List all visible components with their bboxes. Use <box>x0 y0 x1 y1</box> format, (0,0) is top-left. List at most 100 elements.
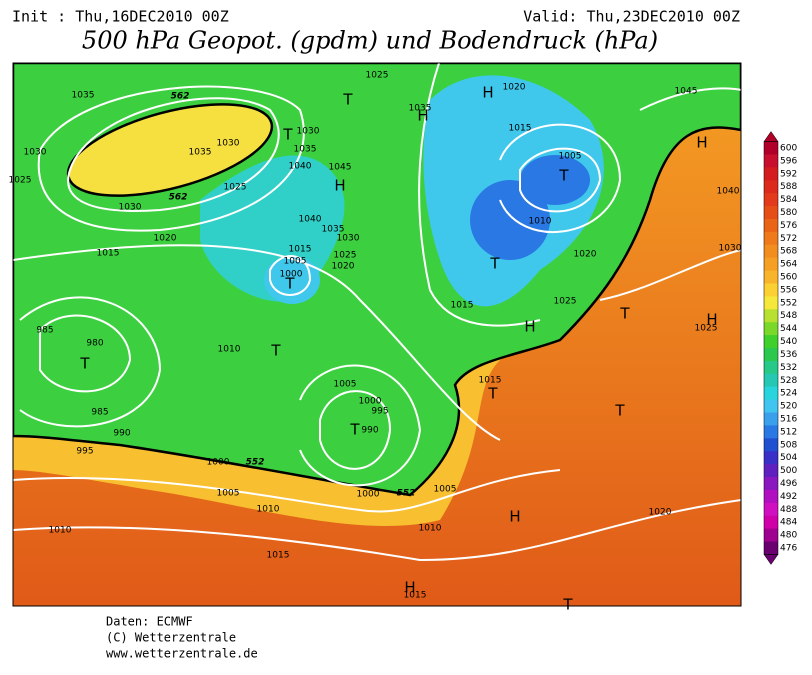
isobar-label: 1010 <box>529 217 552 227</box>
colorbar-swatch <box>764 373 778 388</box>
colorbar: 600 596 592 588 584 580 576 572 568 564 560 556 552 5… <box>763 131 797 565</box>
colorbar-label: 568 <box>780 247 797 257</box>
colorbar-label: 548 <box>780 311 797 321</box>
isobar-label: 985 <box>91 408 108 418</box>
colorbar-label: 528 <box>780 376 797 386</box>
isobar-label: 1030 <box>24 148 47 158</box>
colorbar-swatch <box>764 296 778 310</box>
colorbar-label: 596 <box>780 156 797 166</box>
isobar-label: 1020 <box>332 262 355 272</box>
geopotential-label: 552 <box>246 458 265 468</box>
colorbar-swatch <box>764 218 778 233</box>
colorbar-swatch <box>764 257 778 272</box>
colorbar-swatch <box>764 283 778 297</box>
geopotential-label: 562 <box>171 92 190 102</box>
isobar-label: 1040 <box>717 187 740 197</box>
pressure-center: T <box>487 385 498 403</box>
colorbar-label: 516 <box>780 414 797 424</box>
isobar-label: 1040 <box>289 162 312 172</box>
isobar-label: 1025 <box>224 183 247 193</box>
pressure-center: T <box>284 275 295 293</box>
isobar-label: 1025 <box>366 71 389 81</box>
colorbar-label: 576 <box>780 221 797 231</box>
pressure-center: T <box>270 342 281 360</box>
colorbar-label: 492 <box>780 492 797 502</box>
pressure-center: T <box>349 421 360 439</box>
colorbar-label: 544 <box>780 324 797 334</box>
low-core <box>520 155 590 205</box>
isobar-label: 1015 <box>479 376 502 386</box>
isobar-label: 1015 <box>267 551 290 561</box>
isobar-label: 1000 <box>357 490 380 500</box>
colorbar-swatch <box>764 167 778 181</box>
colorbar-label: 592 <box>780 169 797 179</box>
colorbar-swatch <box>764 528 778 543</box>
colorbar-label: 552 <box>780 298 797 308</box>
colorbar-swatch <box>764 141 778 155</box>
pressure-center: H <box>482 84 493 102</box>
colorbar-label: 488 <box>780 505 797 515</box>
isobar-label: 1025 <box>695 324 718 334</box>
isobar-label: 1000 <box>207 458 230 468</box>
colorbar-label: 584 <box>780 195 797 205</box>
colorbar-label: 580 <box>780 208 797 218</box>
colorbar-swatch <box>764 477 778 491</box>
isobar-label: 1010 <box>218 345 241 355</box>
colorbar-label: 504 <box>780 453 797 463</box>
copyright: (C) Wetterzentrale <box>106 631 236 645</box>
colorbar-swatch <box>764 412 778 426</box>
isobar-label: 1030 <box>119 203 142 213</box>
isobar-label: 1035 <box>409 104 432 114</box>
colorbar-swatch <box>764 154 778 168</box>
colorbar-label: 532 <box>780 363 797 373</box>
pressure-center: H <box>524 318 535 336</box>
colorbar-swatch <box>764 425 778 439</box>
colorbar-swatch <box>764 386 778 401</box>
isobar-label: 1035 <box>189 148 212 158</box>
colorbar-label: 540 <box>780 337 797 347</box>
pressure-center: T <box>282 126 293 144</box>
isobar-label: 1000 <box>280 270 303 280</box>
isobar-label: 1020 <box>649 508 672 518</box>
colorbar-swatch <box>764 335 778 349</box>
isobar-label: 990 <box>361 426 378 436</box>
colorbar-swatch <box>764 348 778 362</box>
colorbar-label: 556 <box>780 285 797 295</box>
isobar-label: 985 <box>36 326 53 336</box>
pressure-center: T <box>489 255 500 273</box>
isobar-label: 1005 <box>284 257 307 267</box>
map-frame <box>12 62 742 607</box>
isobar-label: 1030 <box>719 244 742 254</box>
colorbar-label: 520 <box>780 402 797 412</box>
colorbar-swatch <box>764 399 778 414</box>
isobar-label: 995 <box>76 447 93 457</box>
isobar-label: 1005 <box>334 380 357 390</box>
isobar-label: 1015 <box>509 124 532 134</box>
colorbar-swatch <box>764 464 778 478</box>
isobar-label: 1045 <box>675 87 698 97</box>
pressure-center: H <box>334 177 345 195</box>
pressure-center: T <box>614 402 625 420</box>
geopotential-label: 552 <box>397 489 416 499</box>
isobar-label: 1015 <box>451 301 474 311</box>
isobar-label: 980 <box>86 339 103 349</box>
pressure-center: H <box>417 107 428 125</box>
colorbar-label: 560 <box>780 273 797 283</box>
isobar-label: 1035 <box>322 225 345 235</box>
colorbar-swatch <box>764 360 778 375</box>
website: www.wetterzentrale.de <box>106 647 258 661</box>
colorbar-label: 524 <box>780 389 797 399</box>
isobar-label: 1020 <box>503 83 526 93</box>
colorbar-label: 476 <box>780 544 797 554</box>
colorbar-swatch <box>764 231 778 246</box>
isobar-label: 1030 <box>297 127 320 137</box>
isobar-label: 1005 <box>434 485 457 495</box>
isobar-label: 1010 <box>49 526 72 536</box>
pressure-center: T <box>619 305 630 323</box>
colorbar-label: 500 <box>780 466 797 476</box>
pressure-center: T <box>342 91 353 109</box>
colorbar-label: 484 <box>780 518 797 528</box>
isobar-label: 1040 <box>299 215 322 225</box>
